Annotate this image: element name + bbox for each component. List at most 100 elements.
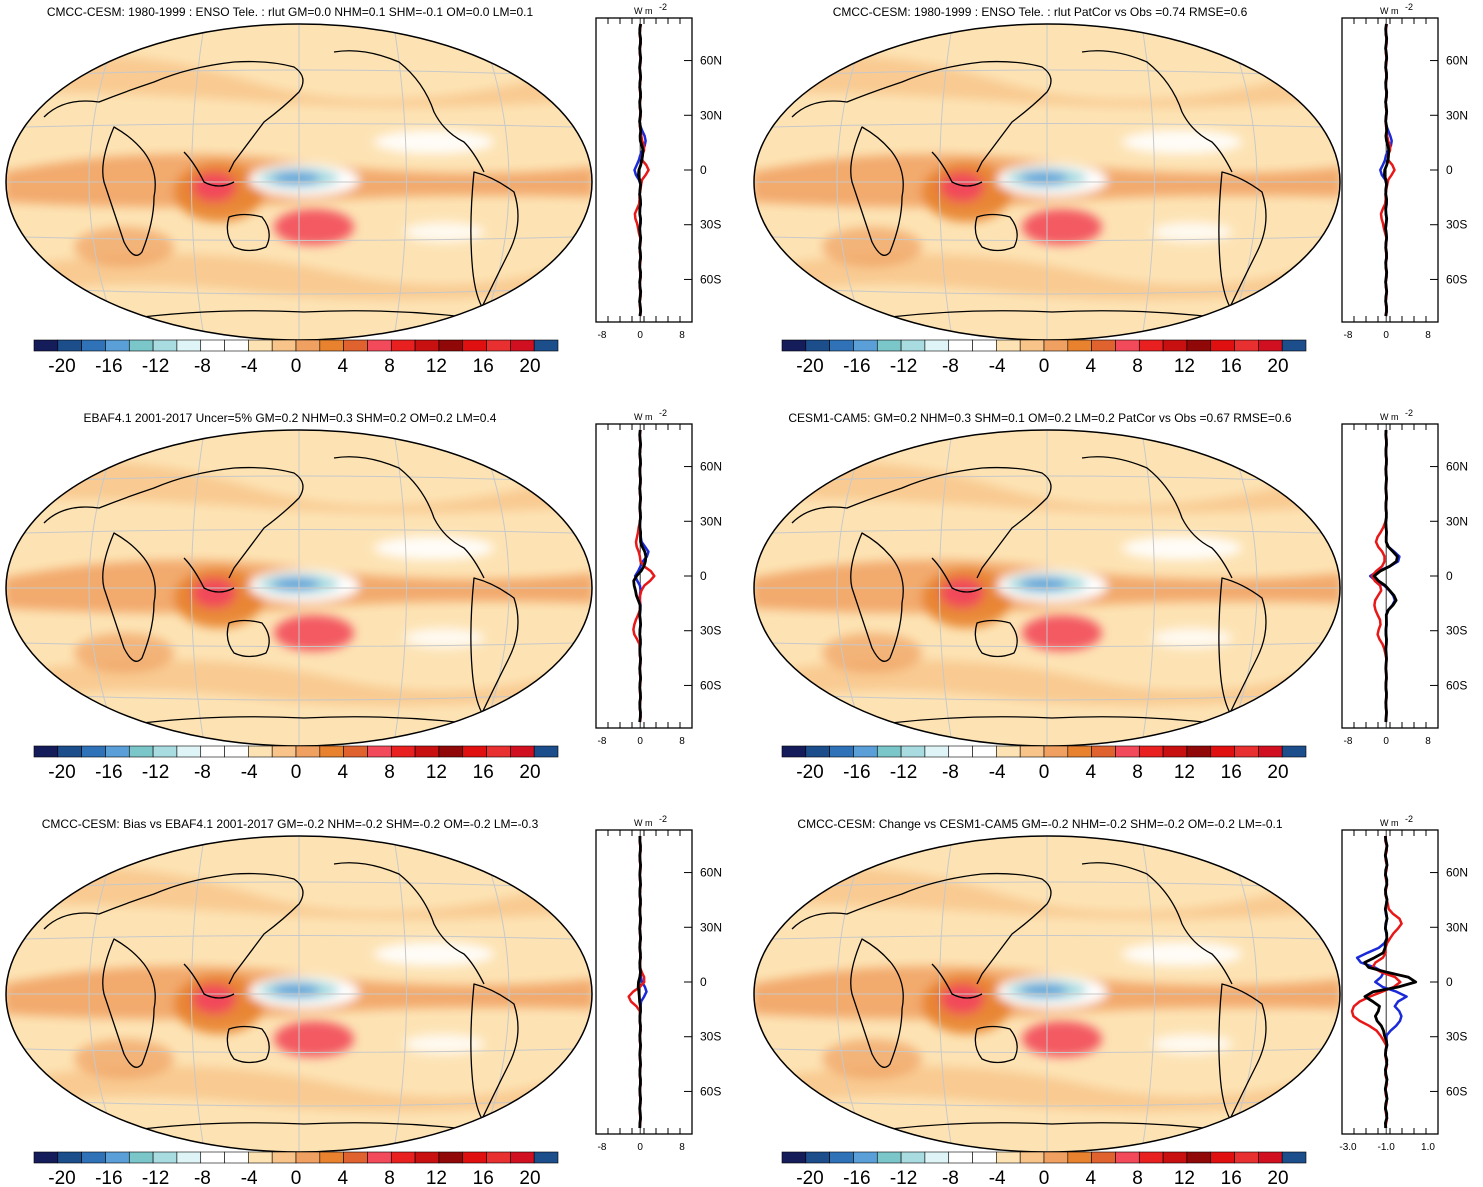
colorbar-swatch	[1115, 745, 1140, 758]
robinson-map	[4, 834, 594, 1154]
profile-x-tick-label: 8	[679, 736, 685, 747]
colorbar-swatch	[105, 745, 130, 758]
profile-x-tick-label: 8	[1425, 330, 1431, 341]
colorbar-swatch	[900, 339, 926, 352]
colorbar-swatch	[972, 745, 997, 758]
lat-tick-label: 30S	[1446, 218, 1467, 232]
zonal-mean-profile: W m -2 60N 30N 0 30S 60S -3.0 -1.0 1.0	[1339, 814, 1468, 1153]
colorbar-label: 4	[338, 1168, 349, 1187]
profile-curve-black	[1383, 23, 1391, 317]
colorbar-swatch	[105, 1151, 130, 1164]
colorbar-swatch	[390, 339, 416, 352]
colorbar-swatch	[1067, 339, 1092, 352]
colorbar-swatch	[948, 339, 973, 352]
colorbar-swatch	[462, 1151, 487, 1164]
colorbar-swatch	[414, 745, 440, 758]
colorbar-swatch	[781, 1151, 807, 1164]
colorbar: -20 -16 -12 -8 -4 0 4 8 12 16 20	[781, 1151, 1307, 1187]
profile-unit-exponent: -2	[659, 814, 667, 824]
colorbar-swatch	[33, 745, 59, 758]
profile-x-tick-label: -1.0	[1378, 1142, 1396, 1153]
colorbar-swatch	[176, 745, 202, 758]
colorbar-swatch	[1162, 745, 1188, 758]
colorbar-swatch	[1186, 1151, 1212, 1164]
profile-curve-black	[637, 23, 645, 317]
profile-frame	[595, 17, 693, 323]
colorbar-swatch	[1138, 339, 1164, 352]
colorbar-label: -16	[843, 356, 870, 377]
lat-tick-label: 30N	[1446, 514, 1468, 528]
colorbar-label: 0	[291, 356, 302, 377]
colorbar-label: 20	[1267, 1168, 1288, 1187]
colorbar-swatch	[367, 1151, 392, 1164]
colorbar-label: -8	[194, 762, 211, 783]
colorbar-label: -4	[241, 762, 258, 783]
colorbar-swatch	[390, 1151, 416, 1164]
colorbar-swatch	[876, 745, 902, 758]
panel-title: CESM1-CAM5: GM=0.2 NHM=0.3 SHM=0.1 OM=0.…	[788, 411, 1292, 425]
colorbar-label: 4	[1086, 356, 1097, 377]
colorbar-label: 16	[1221, 762, 1242, 783]
colorbar-swatch	[853, 339, 878, 352]
colorbar-label: 20	[519, 356, 540, 377]
colorbar-swatch	[224, 1151, 249, 1164]
colorbar-swatch	[996, 1151, 1021, 1164]
colorbar-swatch	[414, 1151, 440, 1164]
colorbar-label: 8	[384, 1168, 395, 1187]
colorbar-label: 16	[473, 356, 494, 377]
profile-unit: W m	[634, 412, 653, 422]
colorbar-swatch	[224, 339, 249, 352]
colorbar-swatch	[1258, 745, 1283, 758]
colorbar-label: -4	[241, 1168, 258, 1187]
lat-tick-label: 60N	[1446, 54, 1468, 68]
colorbar-swatch	[948, 1151, 973, 1164]
profile-unit: W m	[1380, 818, 1399, 828]
colorbar-swatch	[1091, 745, 1116, 758]
colorbar-swatch	[1234, 1151, 1259, 1164]
colorbar-swatch	[81, 745, 106, 758]
colorbar-swatch	[248, 745, 273, 758]
colorbar-swatch	[271, 1151, 297, 1164]
colorbar-swatch	[1043, 1151, 1069, 1164]
lat-tick-label: 60N	[700, 54, 722, 68]
colorbar-swatch	[1186, 339, 1212, 352]
robinson-map	[752, 428, 1342, 748]
colorbar-label: 16	[473, 762, 494, 783]
colorbar-label: -16	[95, 762, 122, 783]
profile-x-tick-label: -8	[598, 736, 607, 747]
lat-tick-label: 0	[1446, 569, 1453, 583]
profile-x-tick-label: 0	[637, 736, 643, 747]
profile-curve-black	[1363, 835, 1418, 1129]
lat-tick-label: 30N	[700, 514, 722, 528]
lat-tick-label: 60S	[700, 678, 721, 692]
lat-tick-label: 60S	[1446, 272, 1467, 286]
colorbar-swatch	[1043, 745, 1069, 758]
colorbar-swatch	[1091, 339, 1116, 352]
colorbar-swatch	[1281, 1151, 1307, 1164]
colorbar-swatch	[1210, 1151, 1235, 1164]
lat-tick-label: 60N	[700, 460, 722, 474]
profile-curve-black	[1372, 429, 1399, 723]
colorbar-label: -16	[95, 1168, 122, 1187]
colorbar-swatch	[271, 339, 297, 352]
colorbar-swatch	[176, 339, 202, 352]
colorbar-swatch	[1138, 1151, 1164, 1164]
colorbar-swatch	[533, 745, 559, 758]
colorbar-swatch	[533, 339, 559, 352]
colorbar-swatch	[829, 339, 854, 352]
panel-title: CMCC-CESM: 1980-1999 : ENSO Tele. : rlut…	[47, 5, 534, 19]
colorbar-label: 4	[338, 762, 349, 783]
robinson-map	[752, 834, 1342, 1154]
colorbar-swatch	[438, 339, 464, 352]
panels: CMCC-CESM: 1980-1999 : ENSO Tele. : rlut…	[4, 2, 1468, 1187]
colorbar-swatch	[462, 339, 487, 352]
colorbar-label: 8	[384, 762, 395, 783]
colorbar-label: -20	[796, 1168, 823, 1187]
colorbar-swatch	[152, 745, 178, 758]
lat-tick-label: 30N	[700, 920, 722, 934]
lat-tick-label: 60S	[1446, 1084, 1467, 1098]
lat-tick-label: 60S	[700, 1084, 721, 1098]
colorbar-swatch	[1091, 1151, 1116, 1164]
colorbar-swatch	[462, 745, 487, 758]
profile-frame	[595, 423, 693, 729]
